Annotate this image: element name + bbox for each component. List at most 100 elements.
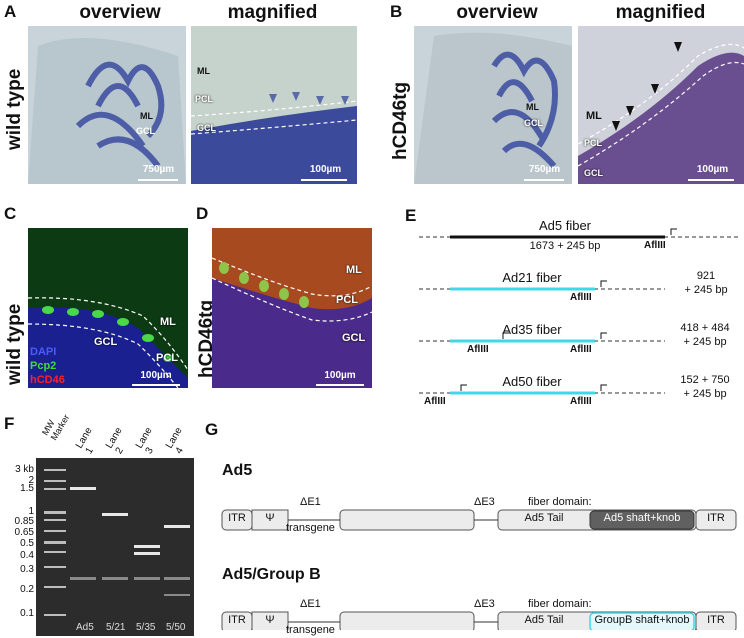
- g1-fiber: fiber domain:: [528, 496, 592, 508]
- gel-kb-7: 0.4: [20, 550, 34, 561]
- g2-itr-left: ITR: [228, 614, 246, 626]
- gel-kb-5: 0.65: [14, 527, 34, 538]
- panel-b-mg-scale: 100µm: [696, 164, 729, 175]
- g2-tail: Ad5 Tail: [524, 614, 564, 626]
- panel-b-overview-image: ML GCL 750µm: [414, 26, 572, 184]
- panel-a-ov-ml: ML: [140, 111, 153, 121]
- gel-lane2-bottom: 5/21: [106, 622, 126, 633]
- panel-e-row3-right2: + 245 bp: [683, 336, 727, 348]
- panel-e-row4-right1: 152 + 750: [680, 374, 730, 386]
- panel-b-side-label: hCD46tg: [390, 81, 411, 160]
- gel-lane1-label: Lane 1: [74, 425, 96, 456]
- panel-b-magnified-image: ML PCL GCL 100µm: [578, 26, 744, 184]
- panel-e-row3-site-b: AflIII: [570, 344, 592, 355]
- panel-e-row4-site-a: AflIII: [424, 396, 446, 407]
- gel-lane2-label: Lane 2: [104, 425, 126, 456]
- panel-c-legend-pcp2: Pcp2: [30, 360, 57, 372]
- g1-de3: ΔE3: [474, 496, 495, 508]
- g2-de1: ΔE1: [300, 598, 321, 610]
- panel-label-f: F: [4, 414, 15, 433]
- panel-c-scalebar: [132, 384, 180, 386]
- panel-b-magnified-heading: magnified: [615, 2, 706, 23]
- panel-e-row2-name: Ad21 fiber: [502, 270, 562, 285]
- panel-e-row1-name: Ad5 fiber: [538, 218, 592, 233]
- panel-a-ov-scalebar: [138, 179, 178, 181]
- gel-kb-0: 3 kb: [15, 464, 34, 475]
- gel-lane3-bottom: 5/35: [136, 622, 156, 633]
- gel-kb-8: 0.3: [20, 564, 34, 575]
- panel-label-a: A: [4, 2, 17, 21]
- panel-e-row4-right2: + 245 bp: [683, 388, 727, 400]
- panel-g-title-groupb: Ad5/Group B: [222, 566, 321, 583]
- g2-psi: Ψ: [265, 614, 275, 626]
- g2-shaft: GroupB shaft+knob: [594, 614, 690, 626]
- panel-a-mg-scalebar: [301, 179, 347, 181]
- panel-d-scale: 100µm: [324, 370, 356, 381]
- panel-label-d: D: [196, 204, 209, 223]
- panel-c-legend-hcd46: hCD46: [30, 374, 65, 386]
- panel-a-mg-pcl: PCL: [195, 94, 213, 104]
- panel-e-row3-site-a: AflIII: [467, 344, 489, 355]
- panel-a-overview-heading: overview: [79, 2, 161, 23]
- g2-itr-right: ITR: [707, 614, 725, 626]
- panel-a-overview-image: ML GCL 750µm: [28, 26, 186, 184]
- panel-b-mg-pcl: PCL: [584, 138, 602, 148]
- gel-marker-label: MW Marker: [40, 412, 72, 442]
- panel-label-e: E: [405, 206, 417, 225]
- g1-tail: Ad5 Tail: [524, 512, 564, 524]
- panel-a-ov-gcl: GCL: [136, 126, 155, 136]
- g2-fiber: fiber domain:: [528, 598, 592, 610]
- panel-c-pcl: PCL: [156, 352, 178, 364]
- g1-shaft: Ad5 shaft+knob: [603, 512, 681, 524]
- panel-g-title-ad5: Ad5: [222, 462, 253, 479]
- gel-kb-4: 0.85: [14, 516, 34, 527]
- gel-kb-9: 0.2: [20, 584, 34, 595]
- gel-kb-1: 2: [28, 475, 34, 486]
- panel-b-ov-scale: 750µm: [528, 164, 561, 175]
- panel-b-ov-scalebar: [524, 179, 564, 181]
- panel-b-ov-ml: ML: [526, 102, 539, 112]
- g2-transgene: transgene: [286, 624, 335, 636]
- panel-d-ml: ML: [346, 264, 362, 276]
- panel-b-ov-gcl: GCL: [524, 118, 543, 128]
- g1-itr-right: ITR: [707, 512, 725, 524]
- panel-d-scalebar: [316, 384, 364, 386]
- panel-b-mg-ml: ML: [586, 110, 602, 122]
- panel-c-gcl: GCL: [94, 336, 118, 348]
- panel-b-mg-gcl: GCL: [584, 168, 603, 178]
- panel-a-side-label: wild type: [4, 68, 25, 150]
- g1-psi: Ψ: [265, 512, 275, 524]
- g2-de3: ΔE3: [474, 598, 495, 610]
- panel-e-row1-sub: 1673 + 245 bp: [529, 240, 601, 252]
- gel-lane3-label: Lane 3: [134, 425, 156, 456]
- panel-a-magnified-image: ML PCL GCL 100µm: [191, 26, 357, 184]
- panel-a-mg-ml: ML: [197, 66, 210, 76]
- g1-itr-left: ITR: [228, 512, 246, 524]
- gel-kb-3: 1: [28, 506, 34, 517]
- panel-e-row2-right1: 921: [696, 270, 716, 282]
- panel-e-row2-right2: + 245 bp: [684, 284, 728, 296]
- panel-e-row1-site: AflIII: [644, 240, 666, 251]
- gel-lane4-bottom: 5/50: [166, 622, 186, 633]
- panel-e-row4-site-b: AflIII: [570, 396, 592, 407]
- panel-b-mg-scalebar: [688, 179, 734, 181]
- panel-a-mg-gcl: GCL: [197, 123, 216, 133]
- panel-d-pcl: PCL: [336, 294, 358, 306]
- panel-a-ov-scale: 750µm: [142, 164, 175, 175]
- panel-e-row4-name: Ad50 fiber: [502, 374, 562, 389]
- panel-e-row2-site: AflIII: [570, 292, 592, 303]
- panel-f-gel: Ad5 5/21 5/35 5/50: [36, 458, 194, 636]
- gel-kb-2: 1.5: [20, 483, 34, 494]
- gel-kb-6: 0.5: [20, 538, 34, 549]
- panel-e-row3-right1: 418 + 484: [680, 322, 730, 334]
- gel-lane4-label: Lane 4: [164, 425, 186, 456]
- panel-label-c: C: [4, 204, 17, 223]
- gel-kb-10: 0.1: [20, 608, 34, 619]
- panel-label-g: G: [205, 420, 219, 439]
- panel-e-row3-name: Ad35 fiber: [502, 322, 562, 337]
- panel-c-image: ML GCL PCL DAPI Pcp2 hCD46 100µm: [28, 228, 188, 388]
- panel-b-overview-heading: overview: [456, 2, 538, 23]
- panel-c-side-label: wild type: [4, 303, 25, 385]
- panel-c-scale: 100µm: [140, 370, 172, 381]
- panel-label-b: B: [390, 2, 403, 21]
